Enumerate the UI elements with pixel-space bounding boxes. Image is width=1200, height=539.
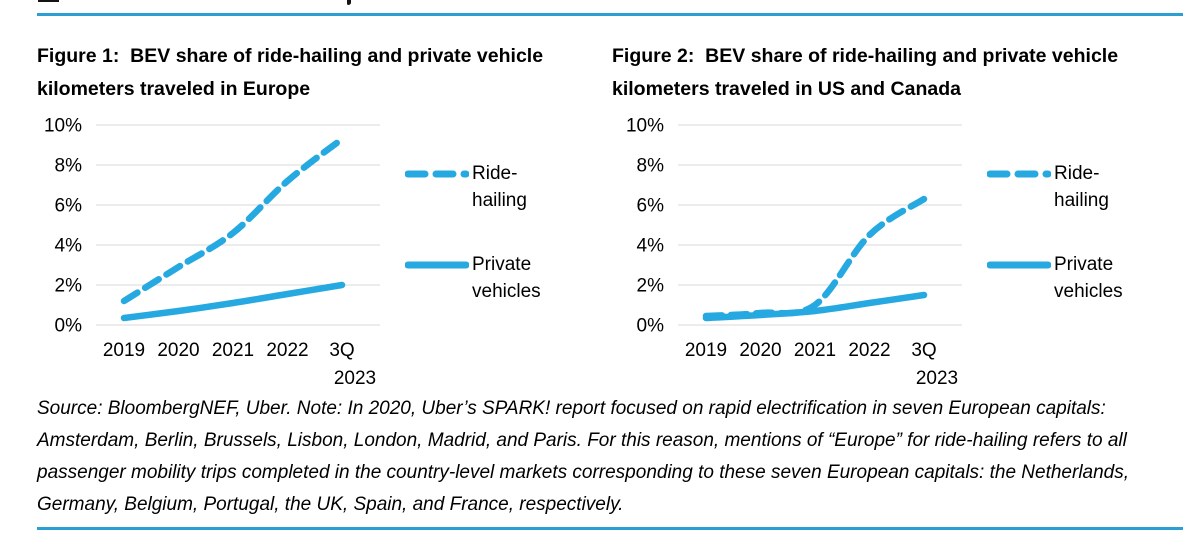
- svg-text:10%: 10%: [44, 116, 82, 137]
- figure-2-us-canada: Figure 2: BEV share of ride-hailing and …: [612, 40, 1194, 392]
- dashed-line-icon: [987, 170, 1051, 178]
- solid-line-icon: [405, 261, 469, 269]
- svg-text:0%: 0%: [55, 316, 83, 337]
- svg-text:8%: 8%: [637, 156, 665, 177]
- legend-label-ride-hailing: Ride- hailing: [472, 160, 527, 214]
- svg-text:8%: 8%: [55, 156, 83, 177]
- legend-label-line: Ride-: [1054, 163, 1100, 184]
- dashed-line-icon: [405, 170, 469, 178]
- figure-2-title: Figure 2: BEV share of ride-hailing and …: [612, 40, 1194, 106]
- svg-text:4%: 4%: [55, 236, 83, 257]
- svg-text:2023: 2023: [916, 368, 958, 389]
- us-canada-bev-share-chart: 0% 2% 4% 6% 8% 10% 2019 2020 2021 2022 3Q 2023: [626, 116, 962, 389]
- source-note-line: Germany, Belgium, Portugal, the UK, Spai…: [37, 494, 624, 515]
- cropped-text-fragment: [347, 0, 351, 5]
- svg-text:4%: 4%: [637, 236, 665, 257]
- legend-label-line: hailing: [1054, 190, 1109, 211]
- svg-text:6%: 6%: [637, 196, 665, 217]
- legend-label-line: vehicles: [472, 281, 541, 302]
- figure-2-title-line-1: Figure 2: BEV share of ride-hailing and …: [612, 45, 1119, 67]
- europe-bev-share-chart: 0% 2% 4% 6% 8% 10% 2019 2020 2021 2022 3Q 2023: [44, 116, 380, 389]
- source-note-line: Amsterdam, Berlin, Brussels, Lisbon, Lon…: [37, 430, 1127, 451]
- legend-label-line: hailing: [472, 190, 527, 211]
- figure-2-title-line-2: kilometers traveled in US and Canada: [612, 78, 961, 100]
- cropped-text-fragment: [38, 0, 59, 2]
- figure-1-europe: Figure 1: BEV share of ride-hailing and …: [37, 40, 612, 392]
- svg-text:3Q: 3Q: [911, 340, 936, 361]
- figure-1-title: Figure 1: BEV share of ride-hailing and …: [37, 40, 612, 106]
- legend-label-line: vehicles: [1054, 281, 1123, 302]
- svg-text:2020: 2020: [157, 340, 199, 361]
- svg-text:2019: 2019: [685, 340, 727, 361]
- svg-text:2%: 2%: [637, 276, 665, 297]
- svg-text:2022: 2022: [266, 340, 308, 361]
- figure-1-legend-private-vehicles: Private vehicles: [405, 251, 541, 305]
- svg-text:2021: 2021: [212, 340, 254, 361]
- svg-text:2020: 2020: [739, 340, 781, 361]
- figure-1-legend-ride-hailing: Ride- hailing: [405, 160, 527, 214]
- svg-text:2022: 2022: [848, 340, 890, 361]
- svg-text:2023: 2023: [334, 368, 376, 389]
- legend-label-line: Private: [1054, 254, 1114, 275]
- svg-text:6%: 6%: [55, 196, 83, 217]
- legend-label-private-vehicles: Private vehicles: [472, 251, 541, 305]
- top-rule: [37, 13, 1183, 16]
- source-note-line: Source: BloombergNEF, Uber. Note: In 202…: [37, 398, 1106, 419]
- svg-text:3Q: 3Q: [329, 340, 354, 361]
- svg-text:0%: 0%: [637, 316, 665, 337]
- solid-line-icon: [987, 261, 1051, 269]
- legend-label-ride-hailing: Ride- hailing: [1054, 160, 1109, 214]
- figure-1-title-line-1: Figure 1: BEV share of ride-hailing and …: [37, 45, 544, 67]
- source-note: Source: BloombergNEF, Uber. Note: In 202…: [37, 393, 1187, 521]
- svg-text:2021: 2021: [794, 340, 836, 361]
- svg-text:2019: 2019: [103, 340, 145, 361]
- legend-label-private-vehicles: Private vehicles: [1054, 251, 1123, 305]
- svg-text:10%: 10%: [626, 116, 664, 137]
- figure-2-legend-ride-hailing: Ride- hailing: [987, 160, 1109, 214]
- bottom-rule: [37, 527, 1183, 530]
- legend-label-line: Private: [472, 254, 532, 275]
- figure-1-title-line-2: kilometers traveled in Europe: [37, 78, 311, 100]
- source-note-line: passenger mobility trips completed in th…: [37, 462, 1130, 483]
- figure-2-legend-private-vehicles: Private vehicles: [987, 251, 1123, 305]
- legend-label-line: Ride-: [472, 163, 518, 184]
- svg-text:2%: 2%: [55, 276, 83, 297]
